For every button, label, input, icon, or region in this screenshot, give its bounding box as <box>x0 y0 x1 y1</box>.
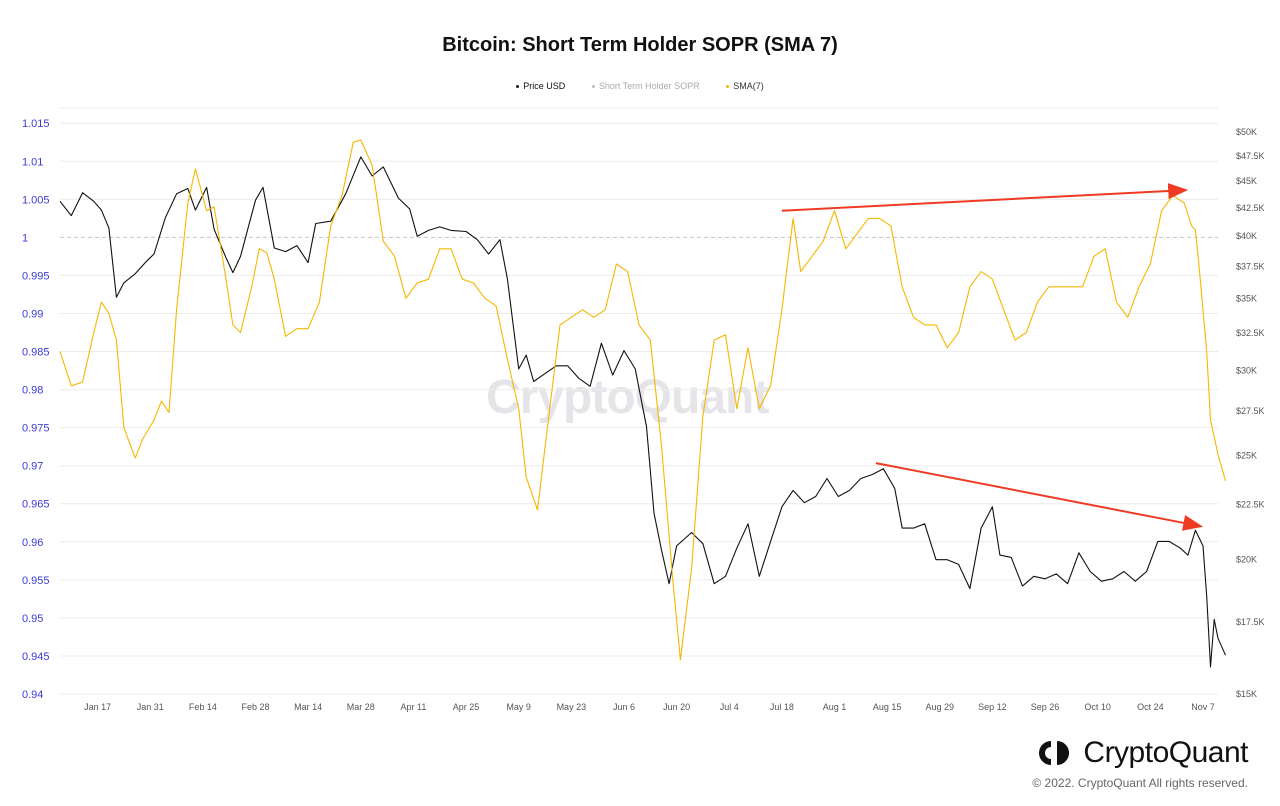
right-tick-label: $25K <box>1236 451 1257 461</box>
legend-item-sopr[interactable]: Short Term Holder SOPR <box>591 81 700 91</box>
x-tick-label: May 9 <box>506 702 531 712</box>
chart-legend: Price USD Short Term Holder SOPR SMA(7) <box>0 81 1280 91</box>
x-tick-label: Aug 1 <box>823 702 847 712</box>
cryptoquant-logo-icon <box>1039 741 1070 765</box>
left-tick-label: 0.94 <box>22 689 43 701</box>
x-axis: Jan 17 Jan 31 Feb 14 Feb 28 Mar 14 Mar 28 Apr … <box>84 702 1215 712</box>
right-tick-label: $17.5K <box>1236 617 1265 627</box>
x-tick-label: Jun 20 <box>663 702 690 712</box>
left-tick-label: 0.985 <box>22 347 50 359</box>
right-tick-label: $45K <box>1236 176 1257 186</box>
left-tick-label: 0.98 <box>22 385 43 397</box>
right-tick-label: $27.5K <box>1236 406 1265 416</box>
chart-title: Bitcoin: Short Term Holder SOPR (SMA 7) <box>442 34 838 56</box>
left-tick-label: 0.965 <box>22 499 50 511</box>
x-tick-label: Apr 11 <box>400 702 426 712</box>
left-tick-label: 1.005 <box>22 194 50 206</box>
right-tick-label: $20K <box>1236 555 1257 565</box>
grid-lines <box>60 107 1218 695</box>
right-tick-label: $37.5K <box>1236 261 1265 271</box>
x-tick-label: Jul 18 <box>770 702 794 712</box>
right-tick-label: $30K <box>1236 365 1257 375</box>
right-tick-label: $50K <box>1236 127 1257 137</box>
x-tick-label: Jan 31 <box>137 702 164 712</box>
legend-label-sopr: Short Term Holder SOPR <box>598 81 700 91</box>
left-tick-label: 0.995 <box>22 270 50 282</box>
left-tick-label: 1.015 <box>22 118 50 130</box>
legend-label-price: Price USD <box>523 81 566 91</box>
left-tick-label: 0.99 <box>22 308 43 320</box>
price-trend-arrow <box>875 462 1204 531</box>
legend-dot-sma <box>726 85 730 89</box>
legend-dot-sopr <box>591 85 595 89</box>
brand-logo: CryptoQuant <box>1037 736 1248 770</box>
sma-trend-arrow <box>781 183 1189 212</box>
right-tick-label: $35K <box>1236 293 1257 303</box>
right-tick-label: $42.5K <box>1236 203 1265 213</box>
x-tick-label: Mar 14 <box>294 702 322 712</box>
x-tick-label: May 23 <box>557 702 587 712</box>
left-tick-label: 0.96 <box>22 537 43 549</box>
left-tick-label: 0.95 <box>22 613 43 625</box>
right-tick-label: $40K <box>1236 231 1257 241</box>
x-tick-label: Nov 7 <box>1191 702 1215 712</box>
left-tick-label: 0.975 <box>22 423 50 435</box>
left-tick-label: 1 <box>22 232 28 244</box>
brand-name: CryptoQuant <box>1083 736 1248 769</box>
copyright: © 2022. CryptoQuant All rights reserved. <box>1032 776 1248 790</box>
legend-item-sma[interactable]: SMA(7) <box>726 81 764 91</box>
x-tick-label: Jun 6 <box>613 702 635 712</box>
right-tick-label: $15K <box>1236 689 1257 699</box>
x-tick-label: Aug 29 <box>926 702 955 712</box>
x-tick-label: Oct 10 <box>1084 702 1111 712</box>
right-tick-label: $22.5K <box>1236 500 1265 510</box>
left-tick-label: 0.955 <box>22 575 50 587</box>
x-tick-label: Aug 15 <box>873 702 902 712</box>
x-tick-label: Feb 14 <box>189 702 217 712</box>
price-usd-line <box>59 156 1227 668</box>
right-tick-label: $47.5K <box>1236 151 1265 161</box>
x-tick-label: Oct 24 <box>1137 702 1164 712</box>
left-axis: 1.015 1.01 1.005 1 0.995 0.99 0.985 0.98 0.975 0.… <box>22 118 50 701</box>
annotations <box>781 183 1204 531</box>
left-tick-label: 0.97 <box>22 461 43 473</box>
x-tick-label: Mar 28 <box>347 702 375 712</box>
left-tick-label: 0.945 <box>22 651 50 663</box>
right-axis: $50K $47.5K $45K $42.5K $40K $37.5K $35K $32.5K… <box>1236 127 1265 699</box>
x-tick-label: Feb 28 <box>241 702 269 712</box>
legend-label-sma: SMA(7) <box>733 81 764 91</box>
x-tick-label: Jan 17 <box>84 702 111 712</box>
sma7-line <box>59 139 1227 661</box>
x-tick-label: Apr 25 <box>453 702 480 712</box>
legend-dot-price <box>516 85 520 89</box>
series-lines <box>59 139 1227 668</box>
right-tick-label: $32.5K <box>1236 328 1265 338</box>
left-tick-label: 1.01 <box>22 156 43 168</box>
x-tick-label: Sep 26 <box>1031 702 1060 712</box>
x-tick-label: Sep 12 <box>978 702 1007 712</box>
x-tick-label: Jul 4 <box>720 702 739 712</box>
legend-item-price[interactable]: Price USD <box>516 81 565 91</box>
